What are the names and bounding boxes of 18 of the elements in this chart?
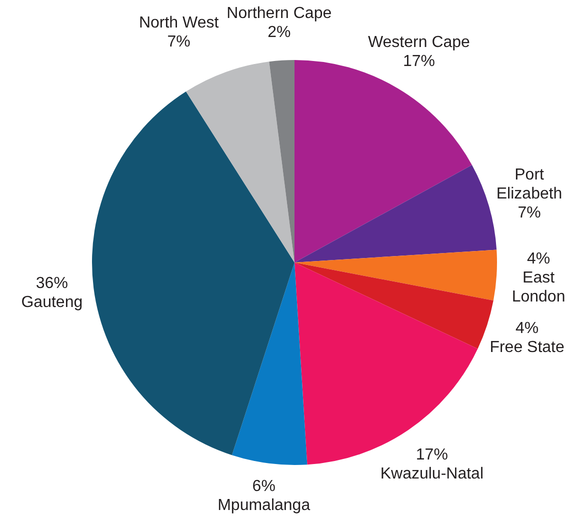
slice-label: Kwazulu-Natal <box>380 466 484 483</box>
data-label: 4% <box>515 320 539 337</box>
data-label: 7% <box>518 204 541 222</box>
data-label: 7% <box>167 33 190 50</box>
data-label: 36% <box>36 275 68 292</box>
data-label: 6% <box>252 478 276 495</box>
data-label: 2% <box>268 24 291 41</box>
slice-label: Gauteng <box>21 294 83 312</box>
data-label: 17% <box>416 446 448 464</box>
slice-label: Free State <box>490 338 564 356</box>
slice-label: Northern Cape <box>226 4 332 22</box>
data-label: 17% <box>402 52 435 70</box>
slice-label: Mpumalanga <box>218 496 310 514</box>
data-label: 4% <box>526 250 550 268</box>
slice-label: Western Cape <box>368 34 470 51</box>
slice-label: North West <box>138 14 220 32</box>
slice-label: Port Elizabeth <box>496 166 562 203</box>
slice-label: East London <box>512 269 566 306</box>
